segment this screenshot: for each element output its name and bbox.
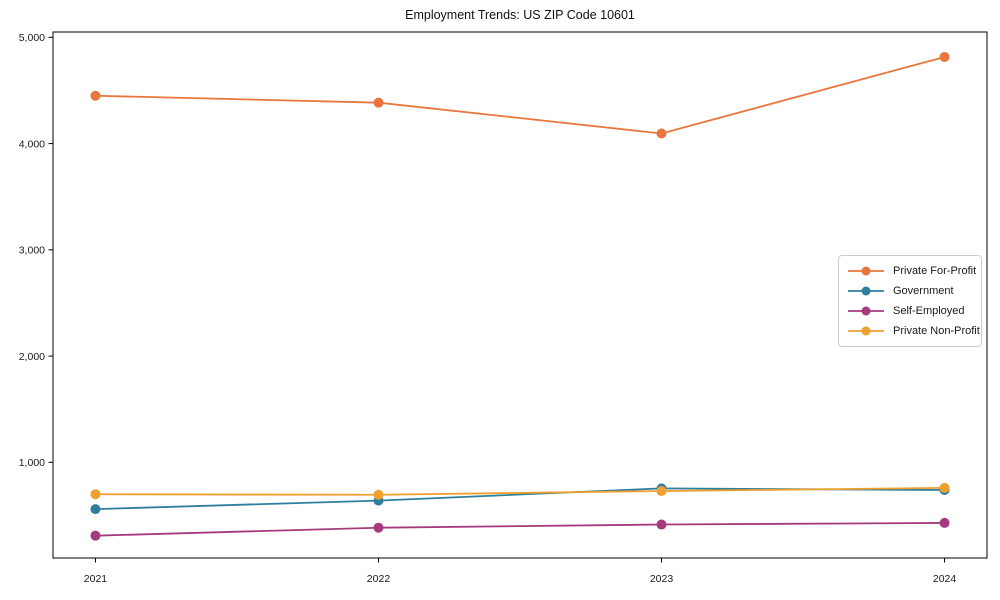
series-line-private-for-profit bbox=[95, 56, 945, 135]
legend-label: Private Non-Profit bbox=[893, 325, 980, 337]
chart-title: Employment Trends: US ZIP Code 10601 bbox=[405, 8, 635, 22]
data-point-private-for-profit-2023 bbox=[656, 128, 667, 139]
data-point-private-non-profit-2023 bbox=[656, 486, 667, 497]
data-point-private-non-profit-2024 bbox=[939, 482, 950, 493]
series-line-private-non-profit bbox=[95, 486, 945, 496]
data-point-self-employed-2021 bbox=[90, 530, 101, 541]
legend-marker-icon bbox=[848, 306, 884, 316]
data-point-government-2021 bbox=[90, 504, 101, 515]
data-point-private-for-profit-2021 bbox=[90, 90, 101, 101]
legend-marker-icon bbox=[848, 326, 884, 336]
legend-label: Private For-Profit bbox=[893, 265, 977, 277]
legend-item-self-employed: Self-Employed bbox=[847, 301, 973, 321]
legend-label: Government bbox=[893, 285, 954, 297]
data-point-self-employed-2022 bbox=[373, 522, 384, 533]
data-point-self-employed-2024 bbox=[939, 517, 950, 528]
x-tick-label-2021: 2021 bbox=[84, 573, 108, 585]
y-tick-label-4-000: 4,000 bbox=[19, 138, 45, 150]
legend-item-private-non-profit: Private Non-Profit bbox=[847, 321, 980, 341]
legend-marker-icon bbox=[848, 286, 884, 296]
legend-marker-icon bbox=[848, 266, 884, 276]
legend-item-government: Government bbox=[847, 281, 973, 301]
legend: Private For-Profit Government Self-Employe… bbox=[838, 255, 982, 347]
x-tick-label-2024: 2024 bbox=[933, 573, 957, 585]
series-line-self-employed bbox=[95, 522, 945, 537]
data-point-private-non-profit-2021 bbox=[90, 489, 101, 500]
series-line-government bbox=[95, 487, 945, 511]
legend-item-private-for-profit: Private For-Profit bbox=[847, 261, 977, 281]
x-tick-label-2023: 2023 bbox=[650, 573, 674, 585]
plot-area-border bbox=[52, 31, 988, 559]
y-tick-label-3-000: 3,000 bbox=[19, 245, 45, 257]
y-tick-label-2-000: 2,000 bbox=[19, 351, 45, 363]
data-point-private-for-profit-2022 bbox=[373, 97, 384, 108]
data-point-private-for-profit-2024 bbox=[939, 51, 950, 62]
x-tick-label-2022: 2022 bbox=[367, 573, 391, 585]
y-tick-label-5-000: 5,000 bbox=[19, 32, 45, 44]
data-point-self-employed-2023 bbox=[656, 519, 667, 530]
data-point-private-non-profit-2022 bbox=[373, 489, 384, 500]
legend-label: Self-Employed bbox=[893, 305, 965, 317]
y-tick-label-1-000: 1,000 bbox=[19, 457, 45, 469]
